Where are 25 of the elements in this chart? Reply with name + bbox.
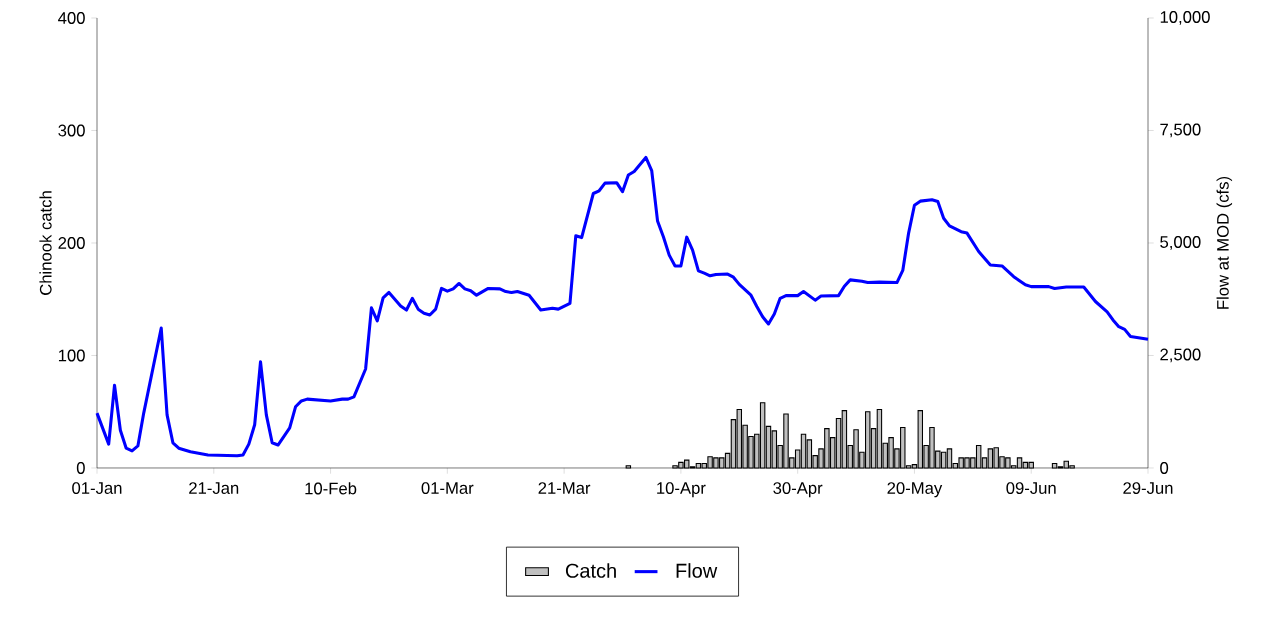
legend-label: Catch [565, 563, 616, 578]
x-tick-label: 29-Jun [1123, 482, 1173, 494]
x-tick-label: 20-May [887, 482, 943, 498]
y2-tick-label: 0 [1160, 462, 1169, 474]
y-tick-label: 300 [58, 124, 85, 137]
x-tick-label: 30-Apr [773, 482, 823, 498]
y-axis-title: Chinook catch [39, 191, 52, 295]
y2-tick-label: 2,500 [1160, 348, 1201, 363]
y-tick-label: 100 [58, 349, 85, 362]
x-tick-label: 21-Mar [538, 482, 591, 494]
x-tick-label: 01-Mar [421, 482, 474, 494]
legend-label: Flow [676, 563, 718, 578]
x-tick-label: 10-Feb [305, 482, 357, 495]
y-tick-label: 0 [76, 462, 85, 474]
x-tick-label: 01-Jan [72, 482, 122, 494]
y2-axis-title: Flow at MOD (cfs) [1216, 176, 1233, 309]
y-tick-label: 200 [58, 237, 85, 249]
line-series [95, 155, 1150, 458]
x-tick-label: 10-Apr [657, 482, 706, 498]
y2-tick-label: 10,000 [1160, 11, 1210, 25]
y2-tick-label: 7,500 [1160, 123, 1201, 138]
y2-tick-label: 5,000 [1160, 236, 1201, 250]
x-tick-label: 09-Jun [1006, 482, 1056, 494]
y-tick-label: 400 [58, 12, 85, 24]
x-tick-label: 21-Jan [189, 482, 239, 494]
